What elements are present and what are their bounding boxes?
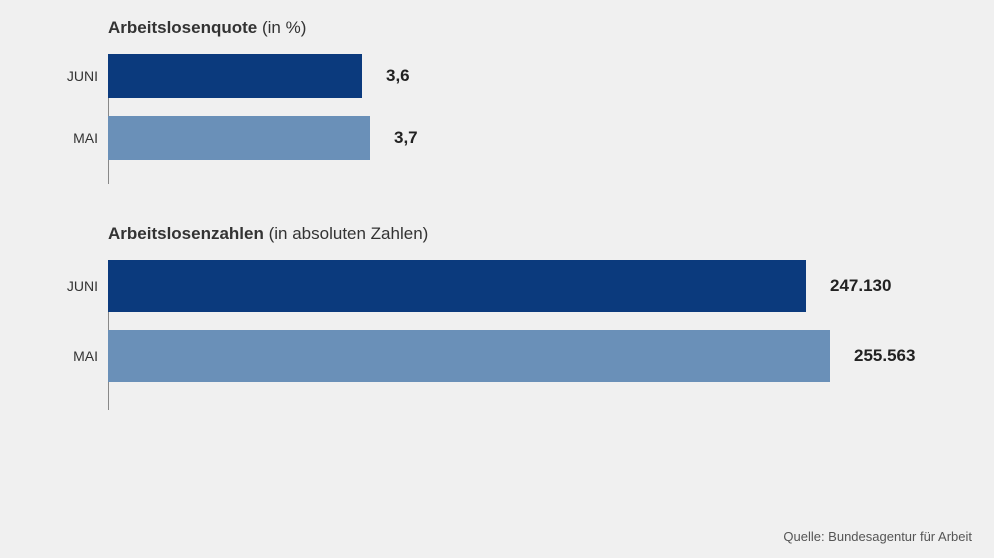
- chart1-title: Arbeitslosenquote (in %): [108, 18, 934, 38]
- chart2-title-unit: (in absoluten Zahlen): [269, 224, 429, 243]
- chart2-title-bold: Arbeitslosenzahlen: [108, 224, 264, 243]
- chart1-bar-row-1: MAI 3,7: [108, 116, 934, 160]
- source-attribution: Quelle: Bundesagentur für Arbeit: [783, 529, 972, 544]
- chart1-bar1-value: 3,7: [394, 128, 418, 148]
- chart1-area: JUNI 3,6 MAI 3,7: [108, 54, 934, 184]
- chart1-bar-row-0: JUNI 3,6: [108, 54, 934, 98]
- chart2-bar1-value: 255.563: [854, 346, 915, 366]
- chart2-bar0-value: 247.130: [830, 276, 891, 296]
- chart1-title-unit: (in %): [262, 18, 306, 37]
- chart2-bar1-label: MAI: [58, 348, 108, 364]
- chart-unemployment-rate: Arbeitslosenquote (in %) JUNI 3,6 MAI 3,…: [60, 18, 934, 184]
- chart1-bar0-value: 3,6: [386, 66, 410, 86]
- chart1-bar1-label: MAI: [58, 130, 108, 146]
- chart2-bar1: [108, 330, 830, 382]
- chart1-bar0-label: JUNI: [58, 68, 108, 84]
- chart1-bar1: [108, 116, 370, 160]
- chart2-bar0-label: JUNI: [58, 278, 108, 294]
- chart2-area: JUNI 247.130 MAI 255.563: [108, 260, 934, 410]
- chart1-title-bold: Arbeitslosenquote: [108, 18, 257, 37]
- chart-unemployment-count: Arbeitslosenzahlen (in absoluten Zahlen)…: [60, 224, 934, 410]
- chart-container: Arbeitslosenquote (in %) JUNI 3,6 MAI 3,…: [0, 0, 994, 410]
- chart2-bar0: [108, 260, 806, 312]
- chart2-bar-row-1: MAI 255.563: [108, 330, 934, 382]
- chart2-title: Arbeitslosenzahlen (in absoluten Zahlen): [108, 224, 934, 244]
- chart2-bar-row-0: JUNI 247.130: [108, 260, 934, 312]
- chart1-bar0: [108, 54, 362, 98]
